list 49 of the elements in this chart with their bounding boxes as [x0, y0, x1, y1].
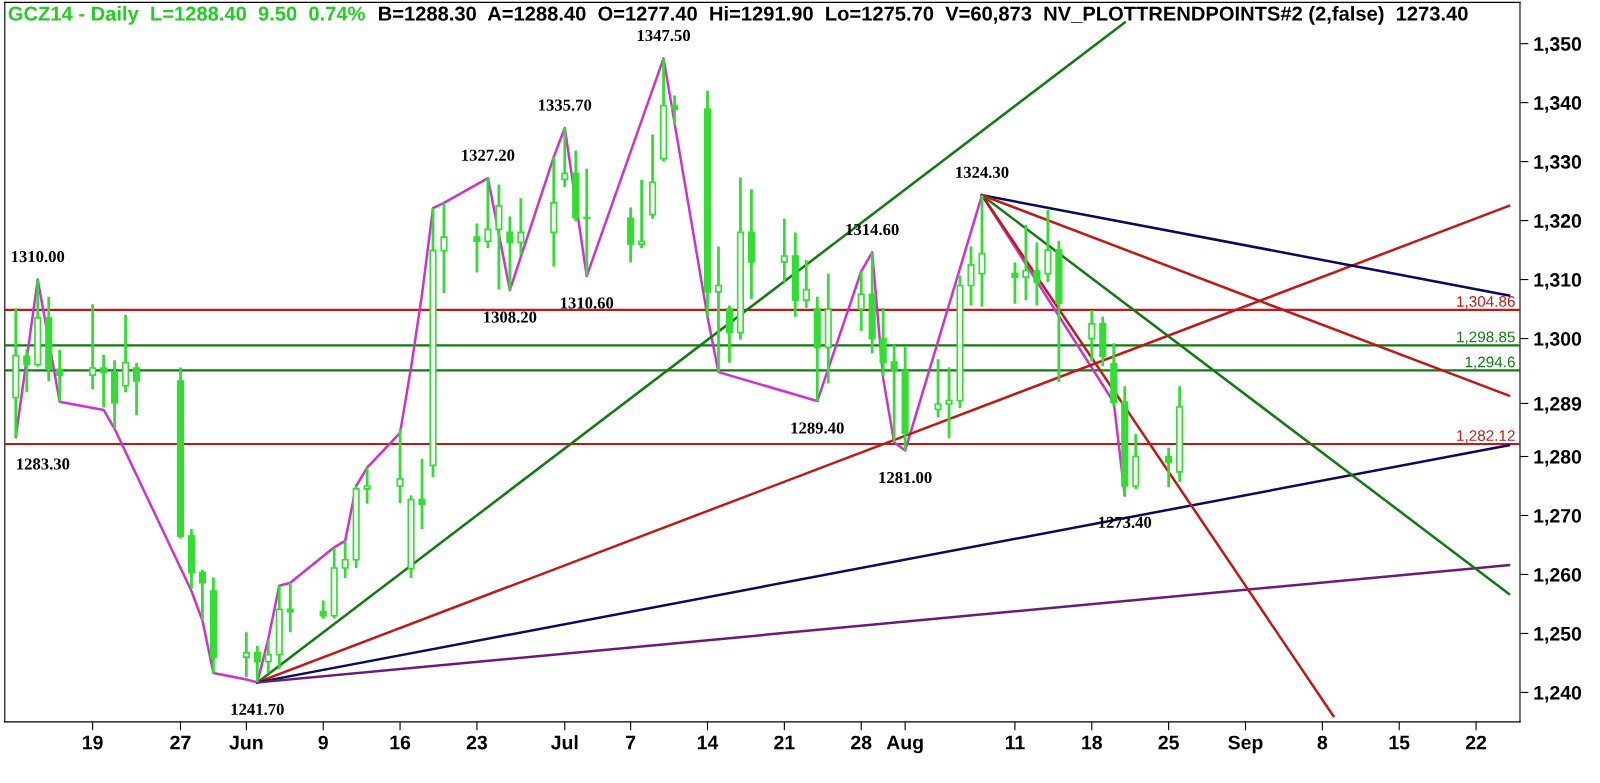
ref-line-label: 1,304.86 [1457, 296, 1515, 309]
annotation: 1310.60 [560, 297, 614, 309]
x-tick-label: 21 [774, 735, 795, 750]
x-tick-label: 14 [697, 735, 719, 750]
x-tick-label: Sep [1228, 735, 1263, 754]
x-tick-label: 25 [1158, 735, 1179, 750]
y-tick-label: 1,310 [1534, 273, 1582, 290]
x-tick-label: Aug [886, 735, 923, 754]
annotation: 1327.20 [462, 149, 515, 161]
y-tick-label: 1,260 [1534, 567, 1582, 585]
x-tick-label: 27 [170, 735, 191, 750]
y-tick-label: 1,240 [1534, 685, 1582, 703]
chart-title: GCZ14 - Daily L=1288.40 9.50 0.74% [8, 5, 365, 25]
x-tick-label: 9 [318, 735, 328, 750]
y-tick-label: 1,289 [1534, 396, 1582, 414]
annotation: 1335.70 [539, 99, 592, 111]
y-tick-label: 1,270 [1534, 508, 1582, 526]
y-tick-label: 1,250 [1534, 626, 1582, 644]
x-tick-label: 16 [390, 735, 411, 750]
ref-line-label: 1,282.12 [1457, 430, 1515, 443]
ref-line-label: 1,298.85 [1457, 331, 1515, 345]
y-tick-label: 1,320 [1534, 214, 1582, 231]
annotation: 1310.00 [11, 251, 65, 263]
ref-line-label: 1,294.6 [1465, 356, 1515, 370]
x-tick-label: 11 [1005, 735, 1025, 750]
y-tick-label: 1,280 [1534, 449, 1582, 467]
y-tick-label: 1,300 [1534, 332, 1582, 349]
annotation: 1241.70 [231, 703, 284, 716]
x-tick-label: 8 [1317, 735, 1328, 750]
x-tick-label: 19 [83, 735, 103, 750]
annotation: 1324.30 [956, 166, 1009, 179]
annotation: 1308.20 [484, 311, 537, 323]
y-tick-label: 1,340 [1534, 96, 1582, 113]
annotation: 1289.40 [791, 422, 844, 434]
x-tick-label: 7 [626, 735, 636, 750]
x-tick-label: 28 [851, 735, 872, 750]
annotation: 1281.00 [879, 471, 932, 484]
annotation: 1347.50 [637, 29, 691, 42]
chart-subtitle: B=1288.30 A=1288.40 O=1277.40 Hi=1291.90 Lo=1275.70 V=60,873 NV_PLOTTRENDPOINTS#2 (2,false) 1273.40 [379, 5, 1468, 25]
x-tick-label: 15 [1389, 735, 1410, 750]
y-tick-label: 1,330 [1534, 155, 1582, 172]
annotation: 1273.40 [1098, 516, 1152, 529]
x-tick-label: 23 [466, 735, 488, 750]
x-tick-label: 22 [1465, 735, 1487, 750]
x-tick-label: 18 [1082, 735, 1103, 750]
x-tick-label: Jul [551, 735, 578, 750]
y-tick-label: 1,350 [1534, 37, 1582, 54]
x-tick-label: Jun [229, 735, 263, 750]
annotation: 1283.30 [17, 458, 70, 470]
